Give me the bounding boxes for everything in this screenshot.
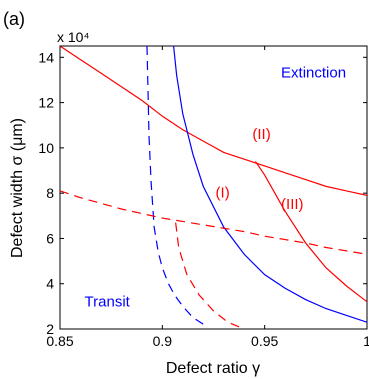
y-tick-label: 2 — [46, 321, 54, 337]
series-line-1 — [60, 46, 367, 197]
series-line-2 — [254, 161, 367, 303]
annotation-label: Transit — [85, 293, 131, 310]
series-line-4 — [146, 46, 208, 328]
annotation-layer: Extinction Transit (II) (I) (III) — [85, 65, 347, 311]
y-tick-label: 10 — [38, 140, 54, 156]
x-tick-label: 1 — [363, 333, 369, 349]
y-tick-label: 8 — [46, 185, 54, 201]
x-tick-label: 0.85 — [46, 333, 73, 349]
y-tick-label: 14 — [38, 49, 54, 65]
x-tick-label: 0.9 — [153, 333, 173, 349]
y-tick-label: 12 — [38, 95, 54, 111]
plot-area — [59, 45, 368, 330]
axes-box — [59, 45, 368, 330]
series-line-6 — [175, 222, 245, 329]
series-layer — [60, 46, 367, 329]
y-scale-label: x 10⁴ — [57, 29, 89, 45]
series-line-3 — [172, 46, 367, 323]
annotation-label: (II) — [252, 126, 270, 143]
y-axis-label: Defect width σ (μm) — [9, 118, 26, 258]
x-axis-label: Defect ratio γ — [166, 360, 260, 377]
annotation-label: (I) — [216, 185, 230, 202]
panel-label: (a) — [3, 9, 25, 29]
y-tick-label: 6 — [46, 230, 54, 246]
annotation-label: (III) — [281, 196, 304, 213]
series-line-5 — [60, 190, 367, 255]
annotation-label: Extinction — [281, 65, 346, 82]
x-tick-label: 0.95 — [251, 333, 278, 349]
y-tick-label: 4 — [46, 276, 54, 292]
